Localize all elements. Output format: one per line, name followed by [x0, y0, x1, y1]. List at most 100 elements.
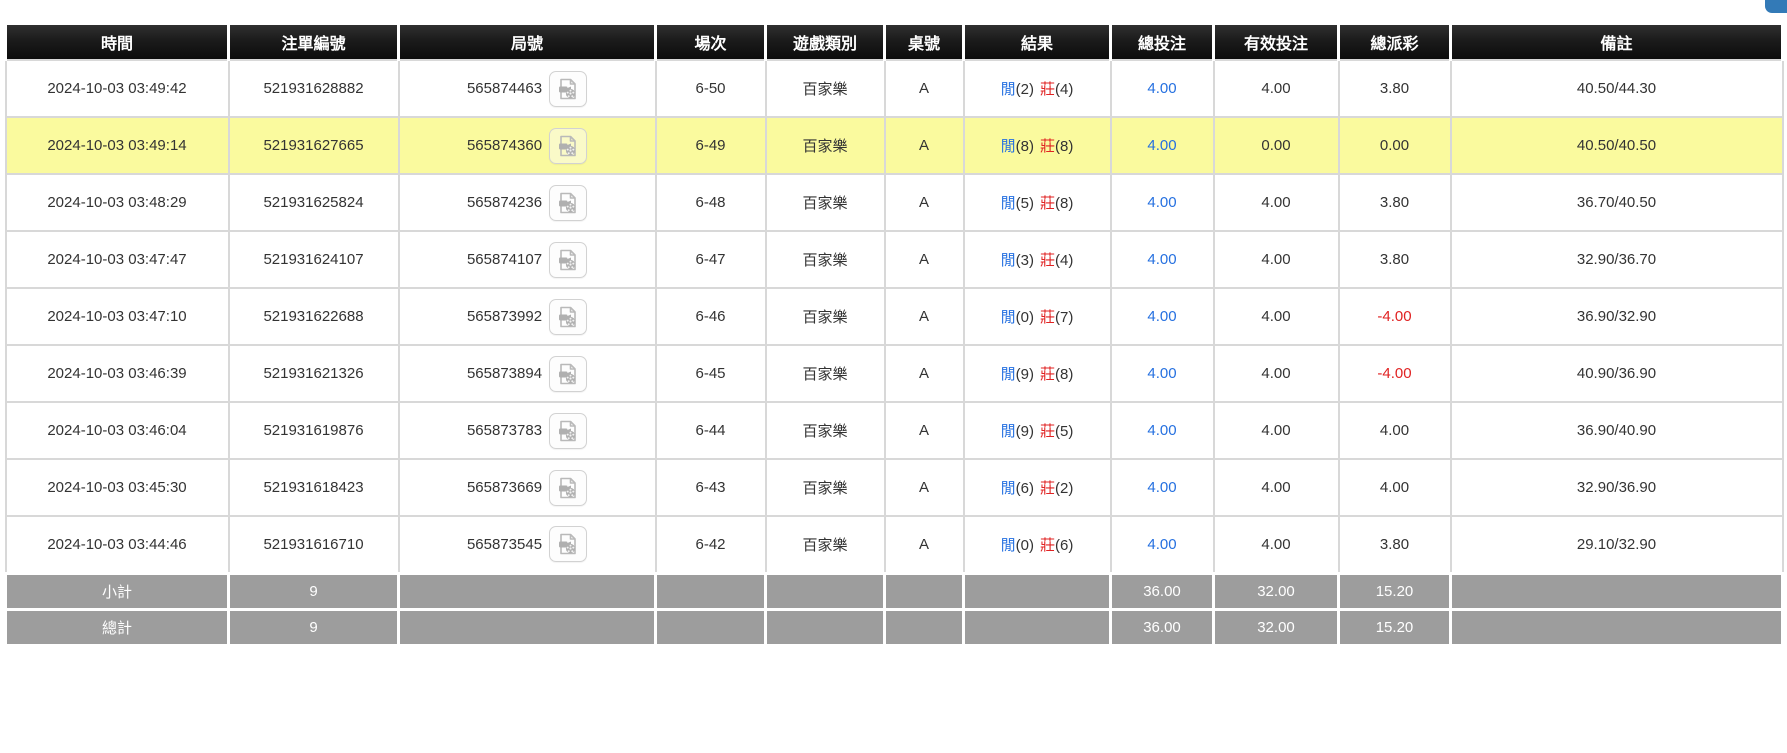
round-id: 565874463	[466, 80, 543, 97]
subtotal-valid-bet: 32.00	[1212, 571, 1340, 611]
total-bet-cell: 4.00	[1109, 515, 1215, 574]
banker-label: 莊	[1040, 195, 1056, 212]
payout-cell: 4.00	[1337, 458, 1452, 517]
game-type-cell: 百家樂	[764, 116, 886, 175]
table-no-cell: A	[883, 230, 965, 289]
time-cell: 2024-10-03 03:47:10	[4, 287, 230, 346]
banker-label: 莊	[1040, 309, 1056, 326]
total-label: 總計	[4, 607, 230, 647]
total-bet-link[interactable]: 4.00	[1147, 308, 1177, 325]
result-cell: 閒(5) 莊(8)	[962, 173, 1112, 232]
total-valid-bet: 32.00	[1212, 607, 1340, 647]
payout-cell: -4.00	[1337, 344, 1452, 403]
round-id-cell: 565873894	[397, 344, 657, 403]
round-id: 565874107	[466, 251, 543, 268]
video-file-icon	[559, 533, 576, 555]
video-replay-button[interactable]	[549, 184, 588, 221]
video-file-icon	[559, 420, 576, 441]
table-no-cell: A	[883, 458, 965, 517]
subtotal-payout: 15.20	[1337, 571, 1452, 611]
footer-empty-cell	[883, 607, 965, 647]
banker-points: (4)	[1055, 252, 1074, 269]
payout-cell: 3.80	[1337, 173, 1452, 232]
banker-points: (7)	[1055, 309, 1074, 326]
player-points: (8)	[1015, 138, 1034, 155]
footer-empty-cell	[1449, 607, 1784, 647]
col-header-round-id: 局號	[397, 25, 657, 60]
total-bet-link[interactable]: 4.00	[1147, 194, 1177, 211]
player-label: 閒	[1000, 252, 1016, 269]
player-points: (9)	[1015, 366, 1034, 383]
table-no-cell: A	[883, 401, 965, 460]
time-cell: 2024-10-03 03:49:14	[4, 116, 230, 175]
player-label: 閒	[1000, 309, 1016, 326]
session-cell: 6-42	[654, 515, 767, 574]
total-total-bet: 36.00	[1109, 607, 1215, 647]
banker-label: 莊	[1040, 252, 1056, 269]
player-label: 閒	[1000, 138, 1016, 155]
round-id: 565874236	[466, 194, 543, 211]
valid-bet-cell: 4.00	[1212, 59, 1340, 118]
banker-points: (4)	[1055, 81, 1074, 98]
total-bet-link[interactable]: 4.00	[1147, 80, 1177, 97]
footer-empty-cell	[397, 607, 657, 647]
player-label: 閒	[1000, 81, 1016, 98]
total-bet-link[interactable]: 4.00	[1147, 535, 1177, 553]
table-no-cell: A	[883, 116, 965, 175]
banker-points: (2)	[1055, 480, 1074, 497]
round-id-cell: 565874107	[397, 230, 657, 289]
round-id-cell: 565873669	[397, 458, 657, 517]
footer-empty-cell	[1449, 571, 1784, 611]
video-replay-button[interactable]	[549, 298, 588, 335]
video-replay-button[interactable]	[549, 526, 588, 563]
player-points: (6)	[1015, 480, 1034, 497]
bet-id-cell: 521931624107	[227, 230, 400, 289]
video-replay-button[interactable]	[549, 70, 588, 107]
session-cell: 6-45	[654, 344, 767, 403]
valid-bet-cell: 4.00	[1212, 401, 1340, 460]
remark-cell: 40.90/36.90	[1449, 344, 1784, 403]
total-bet-link[interactable]: 4.00	[1147, 479, 1177, 496]
table-summary: 小計 9 36.00 32.00 15.20 總計 9 36.00 32.00 …	[4, 571, 1784, 647]
banker-label: 莊	[1040, 480, 1056, 497]
player-points: (0)	[1015, 309, 1034, 326]
total-bet-link[interactable]: 4.00	[1147, 422, 1177, 439]
total-bet-link[interactable]: 4.00	[1147, 365, 1177, 382]
remark-cell: 36.90/32.90	[1449, 287, 1784, 346]
footer-empty-cell	[962, 607, 1112, 647]
result-cell: 閒(9) 莊(5)	[962, 401, 1112, 460]
total-payout: 15.20	[1337, 607, 1452, 647]
time-cell: 2024-10-03 03:49:42	[4, 59, 230, 118]
table-no-cell: A	[883, 173, 965, 232]
banker-points: (6)	[1055, 536, 1074, 554]
bet-id-cell: 521931622688	[227, 287, 400, 346]
payout-cell: 4.00	[1337, 401, 1452, 460]
time-cell: 2024-10-03 03:46:04	[4, 401, 230, 460]
total-bet-link[interactable]: 4.00	[1147, 137, 1177, 154]
scroll-top-button[interactable]	[1765, 0, 1787, 13]
subtotal-count: 9	[227, 571, 400, 611]
player-label: 閒	[1000, 536, 1016, 554]
total-bet-link[interactable]: 4.00	[1147, 251, 1177, 268]
bet-records-table: 時間 注單編號 局號 場次 遊戲類別 桌號 結果 總投注 有效投注 總派彩 備註…	[4, 25, 1784, 647]
video-replay-button[interactable]	[549, 469, 588, 506]
col-header-payout: 總派彩	[1337, 25, 1452, 60]
bet-id-cell: 521931619876	[227, 401, 400, 460]
video-replay-button[interactable]	[549, 355, 588, 392]
round-id: 565873545	[466, 535, 543, 553]
video-replay-button[interactable]	[549, 241, 588, 278]
video-replay-button[interactable]	[549, 127, 588, 164]
round-id-cell: 565873992	[397, 287, 657, 346]
session-cell: 6-48	[654, 173, 767, 232]
payout-cell: -4.00	[1337, 287, 1452, 346]
result-cell: 閒(2) 莊(4)	[962, 59, 1112, 118]
result-cell: 閒(3) 莊(4)	[962, 230, 1112, 289]
table-row: 2024-10-03 03:45:30 521931618423 5658736…	[4, 458, 1784, 517]
total-bet-cell: 4.00	[1109, 116, 1215, 175]
game-type-cell: 百家樂	[764, 458, 886, 517]
payout-cell: 3.80	[1337, 59, 1452, 118]
remark-cell: 36.70/40.50	[1449, 173, 1784, 232]
video-replay-button[interactable]	[549, 412, 588, 449]
bet-id-cell: 521931628882	[227, 59, 400, 118]
table-no-cell: A	[883, 515, 965, 574]
